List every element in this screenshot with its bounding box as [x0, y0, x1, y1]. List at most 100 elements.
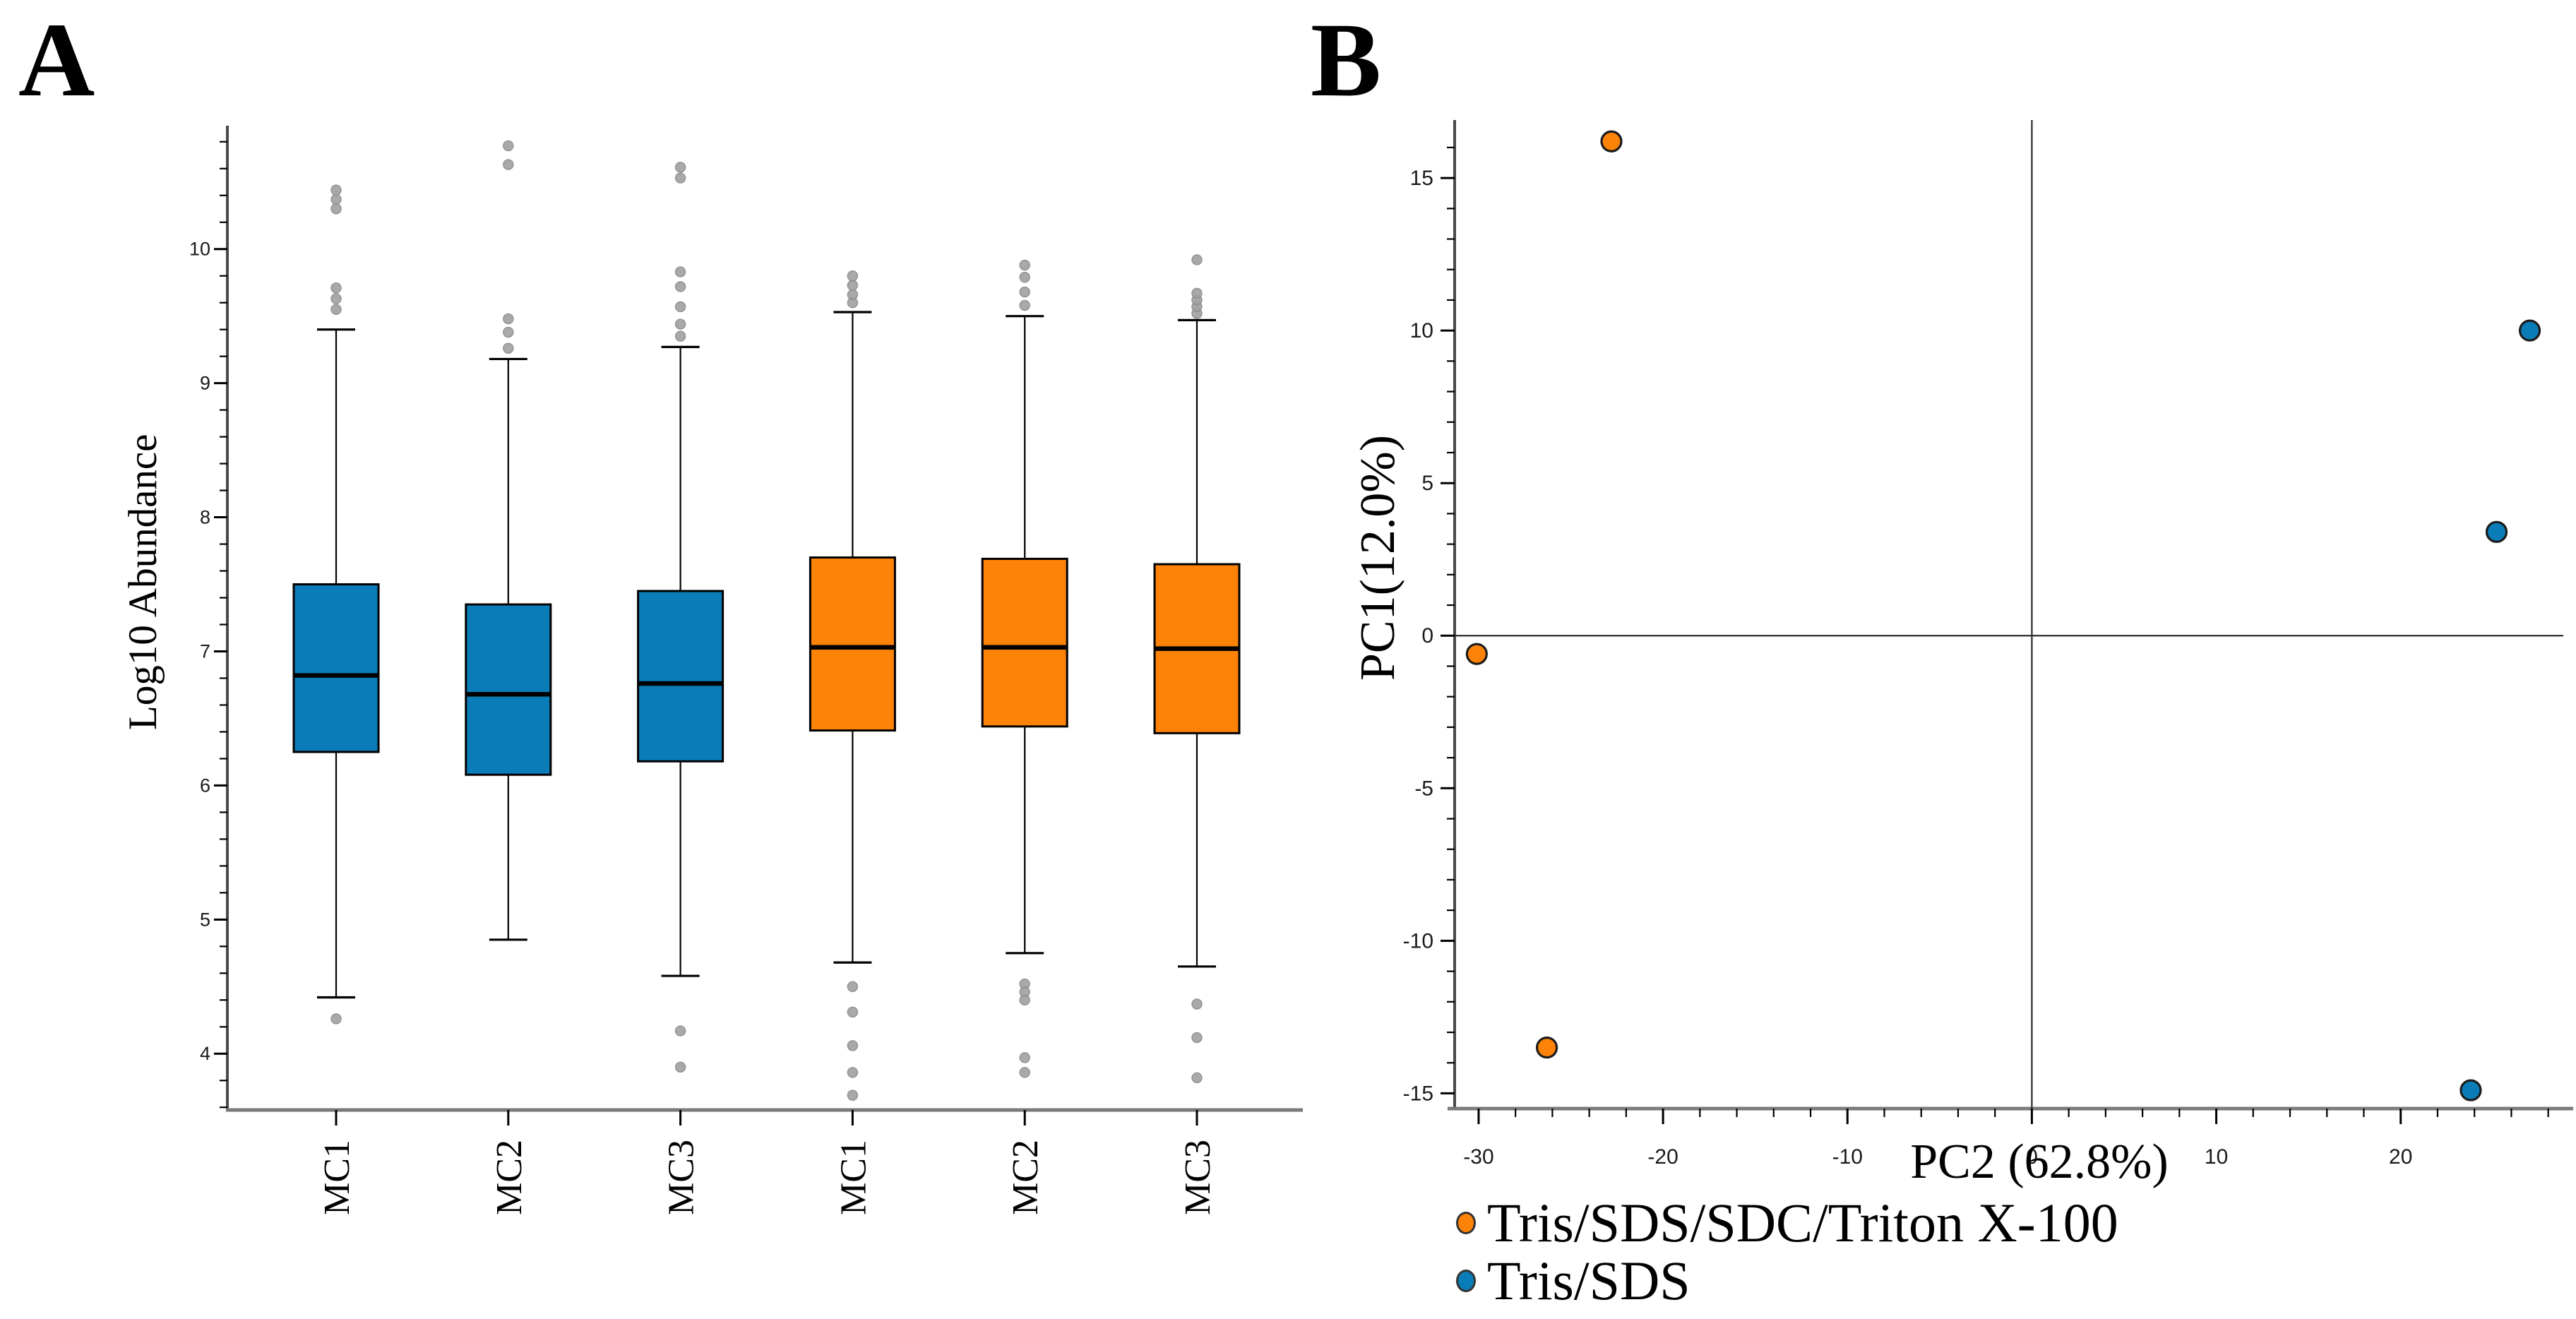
outlier-point	[674, 301, 686, 313]
legend-item-triton: Tris/SDS/SDC/Triton X-100	[1456, 1192, 2118, 1253]
b-y-tick-label: 10	[1410, 319, 1433, 342]
box-MC1-3: MC1	[809, 270, 896, 1215]
outlier-point	[330, 203, 342, 215]
a-y-tick-label: 7	[200, 640, 210, 662]
outlier-point	[1019, 271, 1030, 283]
outlier-point	[503, 159, 514, 170]
outlier-point	[674, 281, 686, 292]
b-y-tick-label: 0	[1421, 624, 1433, 647]
outlier-point	[847, 981, 859, 993]
outlier-point	[674, 318, 686, 330]
b-y-tick-label: -10	[1403, 929, 1433, 953]
category-label: MC1	[833, 1140, 873, 1215]
pca-point	[2485, 520, 2508, 543]
pca-x-axis-title: PC2 (62.8%)	[1910, 1135, 2169, 1189]
box-MC2-4: MC2	[981, 259, 1068, 1215]
outlier-point	[1191, 1032, 1203, 1044]
a-y-tick-label: 9	[200, 373, 210, 394]
category-label: MC2	[1006, 1140, 1046, 1215]
b-x-tick-label: 20	[2389, 1145, 2412, 1169]
iqr-box	[981, 557, 1068, 728]
legend-marker-orange-icon	[1456, 1212, 1476, 1234]
outlier-point	[503, 342, 514, 354]
pca-point	[1465, 643, 1488, 665]
b-x-tick-label: 10	[2205, 1145, 2228, 1169]
panel-a-label: A	[18, 1, 95, 119]
box-MC3-5: MC3	[1153, 254, 1241, 1215]
outlier-point	[674, 1061, 686, 1073]
iqr-box	[465, 603, 552, 776]
pca-y-axis-title: PC1(12.0%)	[1351, 434, 1405, 681]
a-y-tick-label: 10	[189, 239, 210, 260]
outlier-point	[674, 330, 686, 342]
b-x-tick-label: -10	[1832, 1145, 1863, 1169]
iqr-box	[292, 583, 380, 753]
legend-marker-blue-icon	[1456, 1270, 1476, 1292]
outlier-point	[1191, 1072, 1203, 1084]
a-y-tick-label: 5	[200, 909, 210, 930]
outlier-point	[1191, 254, 1203, 265]
outlier-point	[847, 289, 859, 301]
b-x-tick-label: 0	[2026, 1145, 2038, 1169]
legend-label-triton: Tris/SDS/SDC/Triton X-100	[1487, 1192, 2118, 1253]
box-MC1-0: MC1	[292, 184, 380, 1215]
a-y-tick-label: 8	[200, 507, 210, 528]
outlier-point	[1019, 1052, 1030, 1063]
outlier-point	[503, 326, 514, 338]
legend-label-tris-sds: Tris/SDS	[1487, 1250, 1690, 1311]
outlier-point	[847, 1090, 859, 1101]
outlier-point	[674, 172, 686, 184]
box-MC2-1: MC2	[465, 140, 552, 1215]
pca-point	[1535, 1036, 1558, 1059]
category-label: MC3	[662, 1140, 702, 1215]
pca-series-1	[2459, 319, 2541, 1102]
iqr-box	[637, 590, 724, 763]
outlier-point	[847, 270, 859, 282]
pca-point	[1600, 130, 1623, 153]
b-x-tick-label: -20	[1647, 1145, 1678, 1169]
outlier-point	[330, 193, 342, 205]
outlier-point	[330, 282, 342, 294]
b-y-tick-label: 5	[1421, 472, 1433, 495]
outlier-point	[1019, 286, 1030, 298]
outlier-point	[1019, 299, 1030, 311]
outlier-point	[674, 162, 686, 173]
b-y-tick-label: -5	[1414, 777, 1433, 800]
outlier-point	[503, 140, 514, 152]
category-label: MC2	[489, 1140, 530, 1215]
b-y-tick-label: 15	[1410, 167, 1433, 190]
outlier-point	[674, 1025, 686, 1037]
pca-point	[2518, 319, 2541, 342]
outlier-point	[847, 1040, 859, 1051]
outlier-point	[1019, 994, 1030, 1006]
outlier-point	[847, 1006, 859, 1018]
outlier-point	[847, 1067, 859, 1078]
outlier-point	[674, 266, 686, 277]
outlier-point	[330, 1013, 342, 1025]
a-y-tick-label: 4	[200, 1043, 210, 1064]
outlier-point	[1019, 259, 1030, 271]
outlier-point	[503, 313, 514, 325]
pca-series-0	[1465, 130, 1623, 1059]
outlier-point	[847, 280, 859, 291]
panel-b-label: B	[1311, 1, 1382, 119]
pca-legend: Tris/SDS/SDC/Triton X-100 Tris/SDS	[1456, 1192, 2118, 1311]
outlier-point	[1191, 998, 1203, 1010]
a-y-tick-label: 6	[200, 775, 210, 796]
pca-panel: -15 -10 -5 0 5 10 15 -30 -20 -10 0 10 20	[1403, 120, 2573, 1169]
boxplot-panel: 4 5 6 7 8 9 10 MC1 MC2 MC3 MC1 MC2 MC3	[189, 126, 1303, 1215]
pca-point	[2459, 1079, 2482, 1102]
boxplot-y-axis-title: Log10 Abundance	[121, 434, 165, 730]
outlier-point	[1019, 1067, 1030, 1078]
outlier-point	[330, 184, 342, 196]
b-y-tick-label: -15	[1403, 1082, 1433, 1105]
legend-item-tris-sds: Tris/SDS	[1456, 1250, 2118, 1311]
b-x-tick-label: -30	[1463, 1145, 1493, 1169]
category-label: MC1	[317, 1140, 357, 1215]
outlier-point	[330, 293, 342, 304]
iqr-box	[809, 556, 896, 732]
outlier-point	[330, 304, 342, 315]
outlier-point	[1191, 287, 1203, 299]
box-MC3-2: MC3	[637, 162, 724, 1215]
